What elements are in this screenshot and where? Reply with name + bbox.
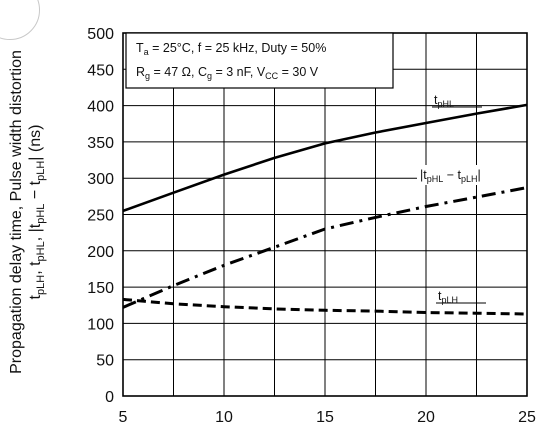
y-tick-label: 50 — [96, 353, 114, 370]
y-tick-label: 500 — [87, 26, 114, 43]
series-label-tphl: tpHL — [434, 93, 454, 109]
series-label-tplh: tpLH — [438, 289, 458, 305]
y-tick-label: 350 — [87, 135, 114, 152]
y-axis-title-line-1: Propagation delay time, Pulse width dist… — [8, 50, 25, 374]
x-tick-label: 20 — [417, 409, 435, 423]
x-tick-label: 5 — [119, 409, 128, 423]
y-tick-label: 200 — [87, 244, 114, 261]
y-tick-label: 150 — [87, 280, 114, 297]
condition-line-1: Ta = 25°C, f = 25 kHz, Duty = 50% — [136, 41, 326, 57]
y-tick-label: 100 — [87, 316, 114, 333]
y-tick-label: 250 — [87, 208, 114, 225]
condition-line-2: Rg = 47 Ω, Cg = 3 nF, VCC = 30 V — [136, 65, 319, 81]
x-tick-label: 15 — [316, 409, 334, 423]
conditions-box: Ta = 25°C, f = 25 kHz, Duty = 50% Rg = 4… — [126, 33, 393, 88]
y-tick-label: 450 — [87, 62, 114, 79]
y-axis-title: Propagation delay time, Pulse width dist… — [8, 50, 47, 374]
y-axis-title-line-2: tpLH, tpHL, |tpHL − tpLH| (ns) — [27, 125, 47, 300]
y-tick-label: 400 — [87, 99, 114, 116]
y-tick-label: 0 — [105, 389, 114, 406]
y-tick-label: 300 — [87, 171, 114, 188]
x-tick-label: 25 — [518, 409, 536, 423]
x-tick-label: 10 — [215, 409, 233, 423]
